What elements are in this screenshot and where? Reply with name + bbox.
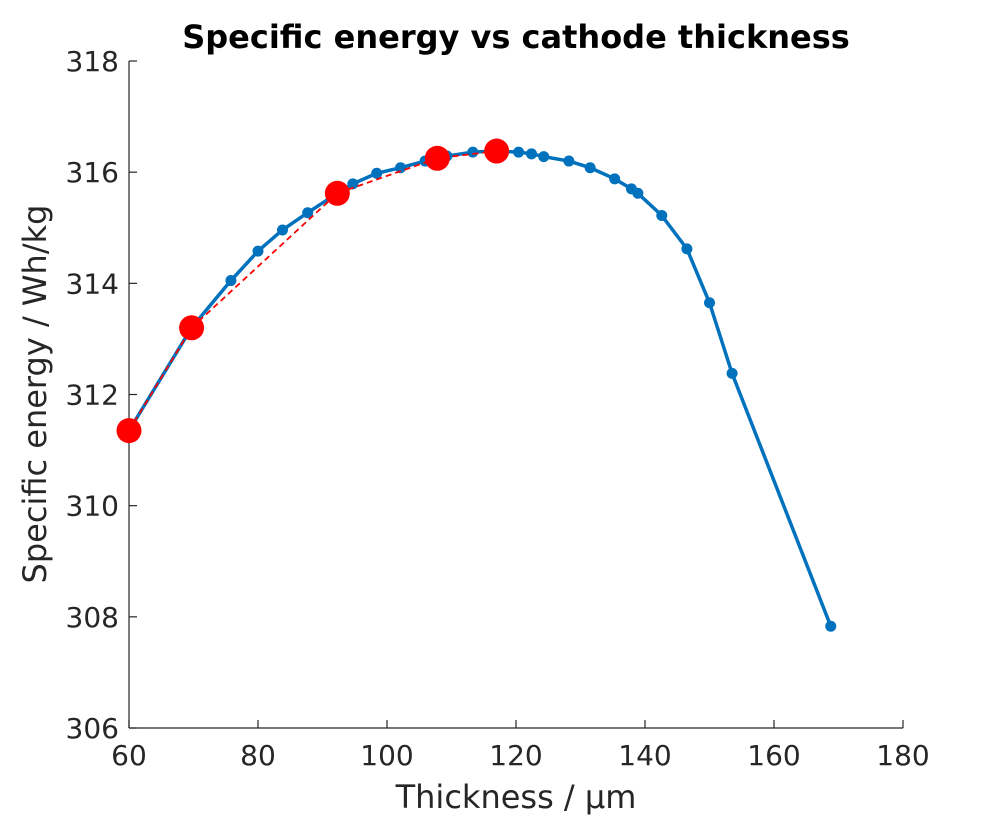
chart-title: Specific energy vs cathode thickness: [182, 18, 850, 56]
data-point: [704, 297, 715, 309]
data-point: [525, 148, 537, 160]
data-point: [609, 173, 621, 185]
x-tick-label: 80: [240, 739, 276, 772]
data-point: [538, 151, 550, 163]
highlight-point: [116, 418, 142, 444]
dashed-series-line: [128, 150, 497, 432]
data-point: [302, 207, 314, 219]
data-point: [277, 224, 289, 236]
data-point: [467, 146, 479, 158]
data-point: [347, 178, 359, 190]
highlight-point: [424, 145, 450, 171]
y-tick-label: 312: [66, 379, 119, 412]
x-tick-label: 140: [618, 739, 671, 772]
x-axis-label: Thickness / µm: [395, 778, 637, 816]
data-point: [513, 146, 525, 158]
highlight-point: [179, 315, 205, 341]
x-tick-label: 60: [111, 739, 147, 772]
y-tick-label: 314: [66, 267, 119, 300]
data-point: [632, 187, 644, 199]
x-ticks: 60 80 100 120 140 160 180: [111, 720, 930, 772]
y-tick-label: 306: [66, 712, 119, 745]
x-tick-label: 160: [747, 739, 800, 772]
x-tick-label: 100: [360, 739, 413, 772]
plot-area: [116, 138, 837, 632]
y-tick-label: 308: [66, 601, 119, 634]
data-point: [395, 162, 407, 174]
data-point: [726, 367, 738, 379]
y-tick-label: 310: [66, 490, 119, 523]
data-point: [825, 620, 837, 632]
x-tick-label: 120: [489, 739, 542, 772]
data-point: [252, 245, 264, 257]
y-tick-label: 318: [66, 45, 119, 78]
data-point: [681, 243, 693, 255]
y-tick-label: 316: [66, 156, 119, 189]
data-point: [225, 275, 237, 287]
series-line: [127, 149, 833, 627]
highlight-point: [484, 138, 510, 164]
y-axis-label: Specific energy / Wh/kg: [16, 205, 54, 584]
data-point: [563, 155, 575, 167]
data-point: [656, 210, 668, 222]
y-ticks: 306 308 310 312 314 316 318: [66, 45, 137, 745]
data-point: [371, 167, 383, 179]
highlight-point: [324, 180, 350, 206]
data-point: [584, 162, 596, 174]
x-tick-label: 180: [876, 739, 929, 772]
